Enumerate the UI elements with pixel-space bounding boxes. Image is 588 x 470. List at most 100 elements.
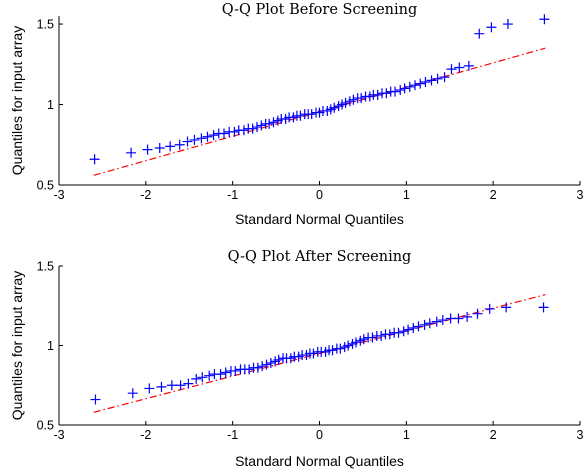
data-point (356, 93, 367, 104)
data-point (191, 373, 202, 384)
data-point (376, 330, 387, 341)
x-tick-label: -3 (53, 428, 64, 442)
data-point (256, 120, 267, 131)
data-point (484, 303, 495, 314)
data-point (197, 372, 208, 383)
x-tick-label: -1 (227, 428, 238, 442)
data-point (264, 118, 275, 129)
data-point (183, 378, 194, 389)
data-point (453, 313, 464, 324)
data-point (463, 60, 474, 71)
data-point (381, 88, 392, 99)
y-tick-label: 1 (47, 339, 54, 353)
data-point (220, 367, 231, 378)
data-point (268, 117, 279, 128)
x-tick-label: -1 (227, 188, 238, 202)
data-point (393, 327, 404, 338)
chart-title: Q-Q Plot Before Screening (222, 2, 418, 18)
data-point (329, 102, 340, 113)
data-point (486, 22, 497, 33)
x-tick-label: -3 (53, 188, 64, 202)
data-point (126, 147, 137, 158)
data-point (215, 369, 226, 380)
data-point (415, 78, 426, 89)
qq-plot-before-screening: Q-Q Plot Before Screening -3 -2 -1 0 1 2 3 0.5 1 1… (9, 2, 584, 227)
data-point (196, 133, 207, 144)
y-tick-label: 1.5 (37, 18, 54, 32)
reference-line (93, 294, 546, 413)
data-point (454, 62, 465, 73)
y-tick-label: 1 (47, 98, 54, 112)
data-point (175, 380, 186, 391)
data-point (431, 316, 442, 327)
data-point (348, 94, 359, 105)
qq-plot-after-screening: Q-Q Plot After Screening -3 -2 -1 0 1 2 3 0.5 1 1.… (9, 249, 584, 469)
data-point (439, 72, 450, 83)
y-axis-label: Quantiles for input array (9, 271, 25, 420)
data-point (252, 362, 263, 373)
x-axis-label: Standard Normal Quantiles (235, 453, 404, 469)
data-point (413, 321, 424, 332)
x-tick-label: 1 (403, 188, 410, 202)
data-point (261, 359, 272, 370)
data-point (408, 323, 419, 334)
data-point (306, 109, 317, 120)
data-point (165, 141, 176, 152)
data-point (462, 311, 473, 322)
data-point (244, 364, 255, 375)
data-point (350, 337, 361, 348)
data-point (144, 383, 155, 394)
data-point (395, 85, 406, 96)
data-point (156, 381, 167, 392)
data-point (166, 380, 177, 391)
data-point (390, 86, 401, 97)
data-point (340, 97, 351, 108)
data-point (472, 308, 483, 319)
data-point (218, 128, 229, 139)
x-tick-label: 3 (577, 428, 584, 442)
x-tick-label: -2 (140, 428, 151, 442)
data-point (308, 348, 319, 359)
data-point (501, 302, 512, 313)
data-point (335, 343, 346, 354)
data-point (247, 123, 258, 134)
data-point (446, 64, 457, 75)
data-point (426, 75, 437, 86)
data-point (404, 81, 415, 92)
data-point (265, 357, 276, 368)
data-point (327, 345, 338, 356)
x-axis-label: Standard Normal Quantiles (235, 211, 404, 227)
data-point (202, 131, 213, 142)
data-point (127, 388, 138, 399)
data-point (420, 76, 431, 87)
data-point (174, 139, 185, 150)
data-point (437, 315, 448, 326)
data-point (229, 126, 240, 137)
data-point (367, 332, 378, 343)
data-point (343, 340, 354, 351)
data-point (89, 154, 100, 165)
data-point (90, 394, 101, 405)
data-point (502, 19, 513, 30)
y-axis-label: Quantiles for input array (9, 26, 25, 175)
data-point (372, 89, 383, 100)
chart-title: Q-Q Plot After Screening (228, 249, 412, 265)
data-point (424, 318, 435, 329)
y-tick-label: 0.5 (37, 419, 54, 433)
data-point (295, 110, 306, 121)
data-point (398, 326, 409, 337)
data-point (208, 130, 219, 141)
data-point (399, 83, 410, 94)
data-point (182, 136, 193, 147)
data-point (257, 361, 268, 372)
y-tick-label: 0.5 (37, 179, 54, 193)
data-point (539, 14, 550, 25)
x-tick-label: 2 (490, 428, 497, 442)
data-point (189, 134, 200, 145)
x-tick-label: 2 (490, 188, 497, 202)
data-point (538, 302, 549, 313)
data-point (419, 319, 430, 330)
y-tick-label: 1.5 (37, 260, 54, 274)
data-point (204, 370, 215, 381)
